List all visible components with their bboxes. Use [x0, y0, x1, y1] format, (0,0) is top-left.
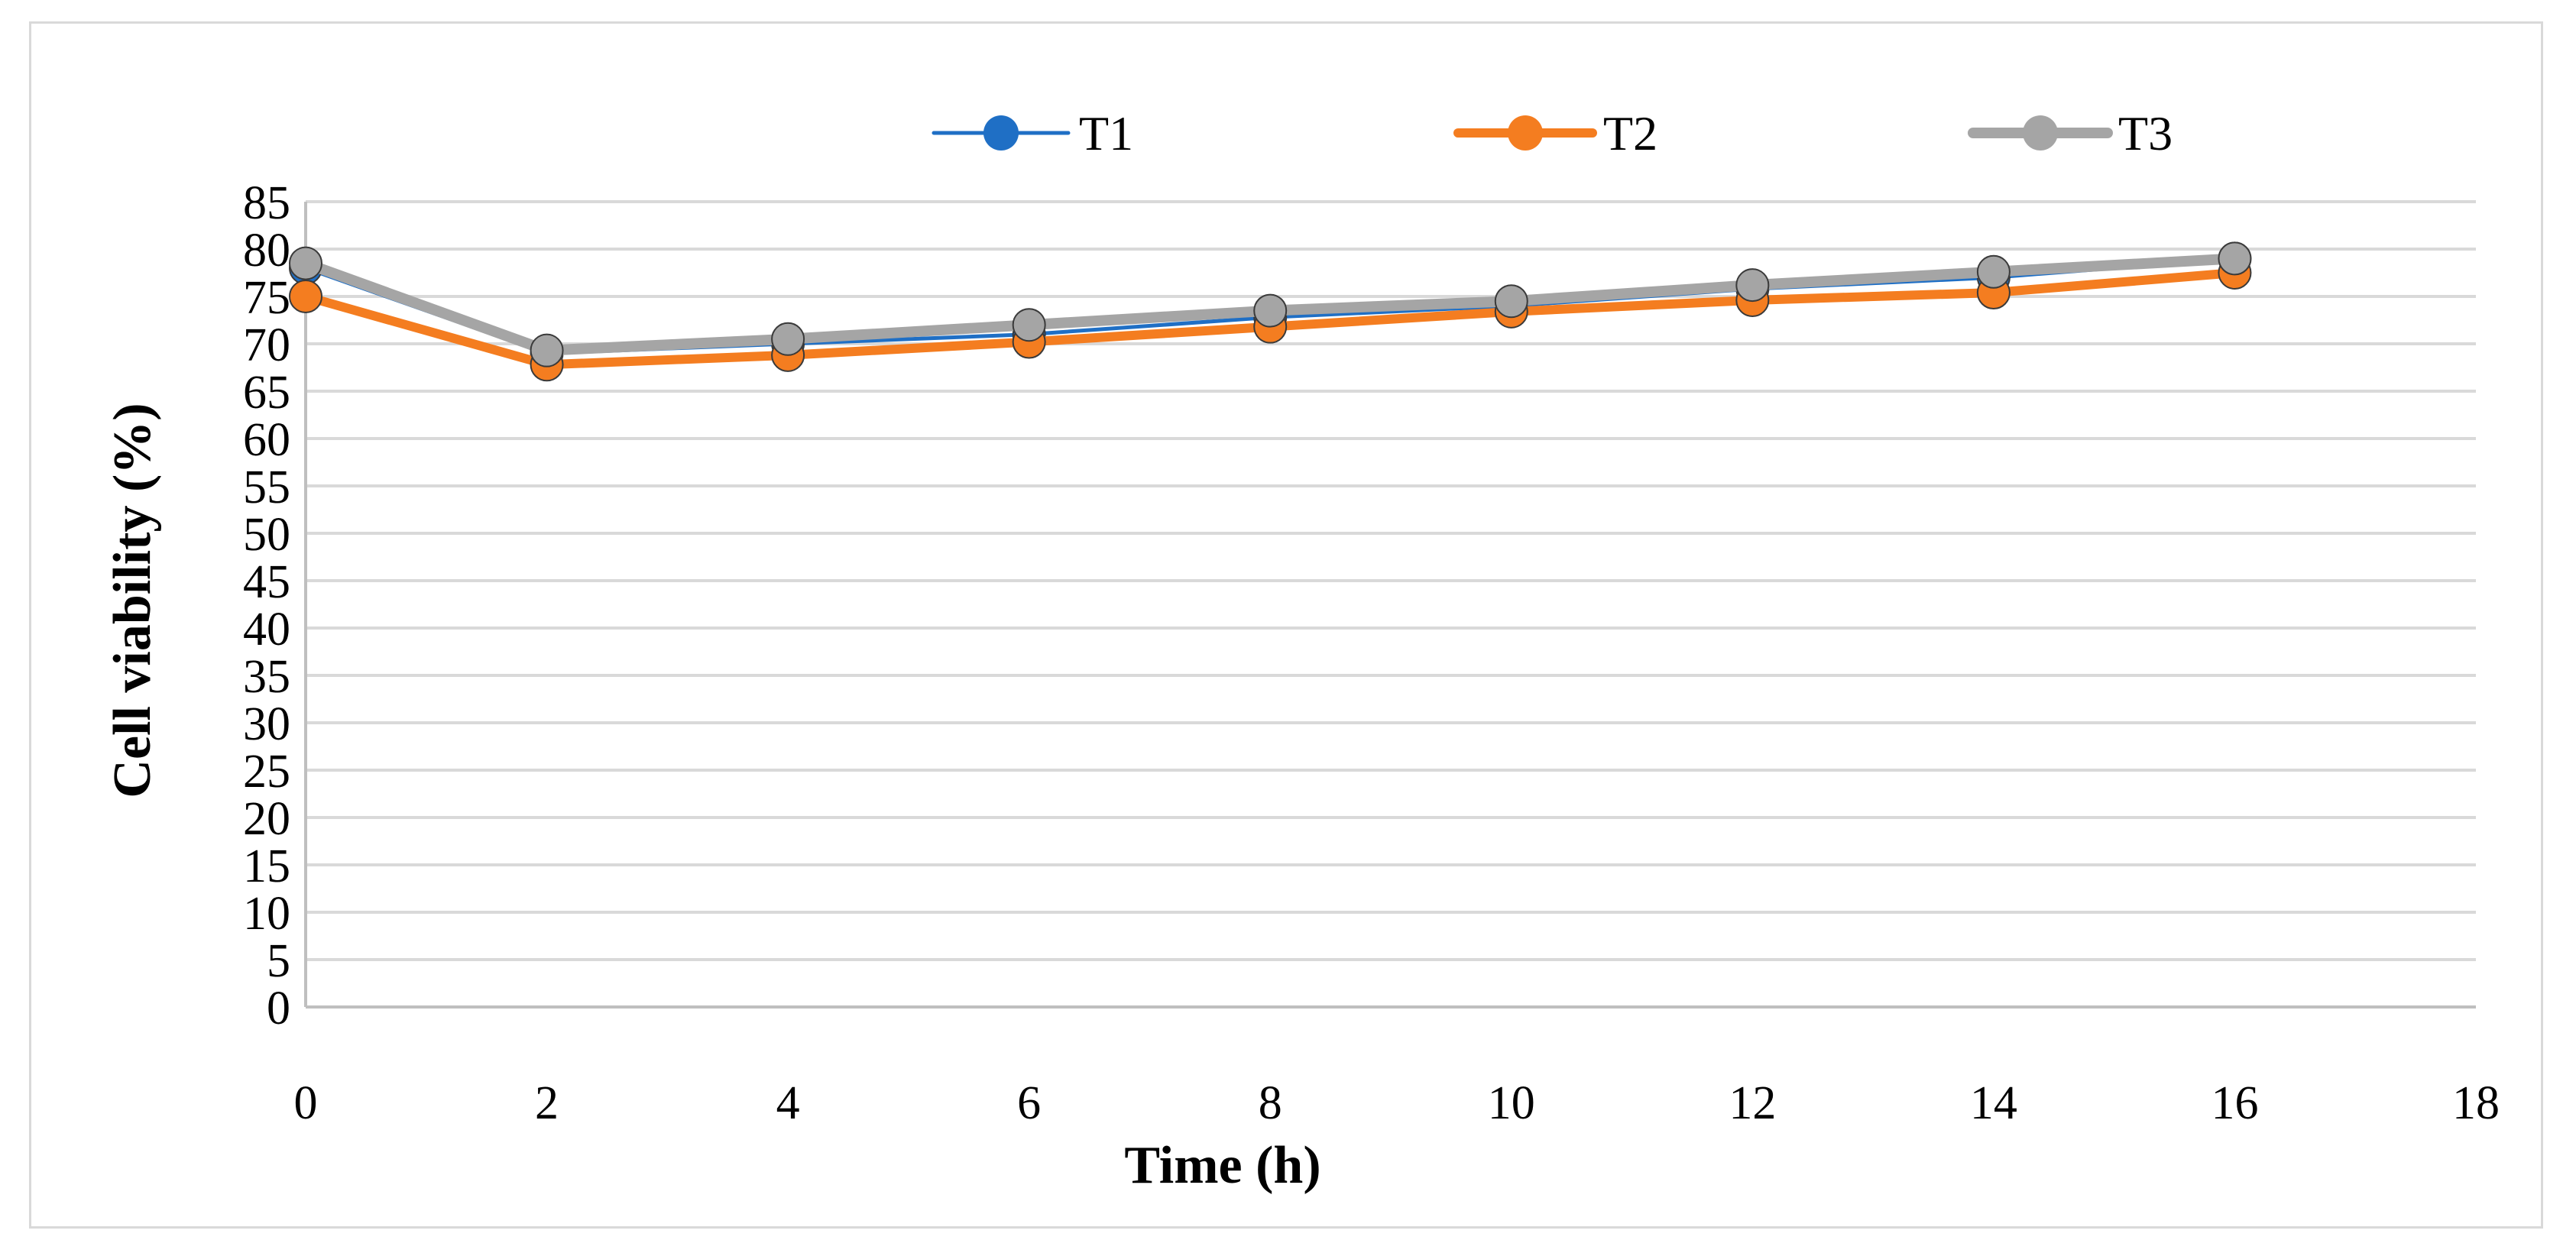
- chart-frame: [29, 21, 2543, 1229]
- legend-label: T3: [2118, 106, 2173, 160]
- x-tick-label: 4: [776, 1077, 800, 1129]
- legend-item-t1: T1: [932, 106, 1133, 160]
- x-tick-label: 2: [535, 1077, 559, 1129]
- y-tick-label: 20: [243, 793, 290, 845]
- y-tick-label: 40: [243, 604, 290, 656]
- legend-item-t2: T2: [1453, 106, 1657, 160]
- x-tick-label: 0: [294, 1077, 318, 1129]
- legend-marker: [2023, 115, 2058, 151]
- x-tick-label: 6: [1017, 1077, 1041, 1129]
- y-tick-label: 65: [243, 367, 290, 419]
- y-tick-label: 10: [243, 888, 290, 940]
- data-point-t3: [2218, 241, 2252, 276]
- x-axis-ticks: 0 2 4 6 8 10 12 14 16 18: [294, 1077, 2500, 1129]
- legend-marker: [1508, 115, 1543, 151]
- y-tick-label: 75: [243, 272, 290, 324]
- x-tick-label: 12: [1729, 1077, 1776, 1129]
- data-point-t2: [289, 280, 322, 313]
- y-tick-label: 55: [243, 461, 290, 513]
- data-point-t3: [1253, 293, 1288, 328]
- series-t3: [289, 241, 2252, 367]
- x-tick-label: 16: [2211, 1077, 2258, 1129]
- data-point-t3: [530, 333, 564, 367]
- y-tick-label: 15: [243, 840, 290, 892]
- y-tick-label: 35: [243, 651, 290, 703]
- x-tick-label: 8: [1259, 1077, 1282, 1129]
- y-tick-label: 50: [243, 509, 290, 561]
- legend: T1 T2 T3: [932, 106, 2173, 160]
- y-tick-label: 45: [243, 556, 290, 608]
- y-tick-label: 0: [267, 983, 290, 1034]
- data-point-t3: [771, 322, 805, 356]
- y-tick-label: 25: [243, 746, 290, 798]
- data-point-t3: [289, 246, 322, 280]
- data-point-t3: [1494, 284, 1528, 319]
- data-point-t3: [1735, 268, 1770, 303]
- y-tick-label: 60: [243, 414, 290, 466]
- x-tick-label: 10: [1488, 1077, 1535, 1129]
- legend-label: T1: [1079, 106, 1133, 160]
- legend-marker: [983, 115, 1019, 151]
- series-lines: [289, 241, 2252, 382]
- y-axis-title: Cell viability (%): [103, 403, 162, 798]
- y-tick-label: 30: [243, 698, 290, 750]
- x-tick-label: 18: [2452, 1077, 2500, 1129]
- y-tick-label: 80: [243, 225, 290, 277]
- legend-label: T2: [1603, 106, 1657, 160]
- data-point-t3: [1012, 308, 1046, 342]
- y-tick-label: 85: [243, 177, 290, 229]
- x-tick-label: 14: [1970, 1077, 2017, 1129]
- y-tick-label: 5: [267, 935, 290, 987]
- x-axis-title: Time (h): [1124, 1136, 1320, 1195]
- data-point-t3: [1976, 254, 2011, 289]
- legend-item-t3: T3: [1968, 106, 2173, 160]
- y-tick-label: 70: [243, 319, 290, 371]
